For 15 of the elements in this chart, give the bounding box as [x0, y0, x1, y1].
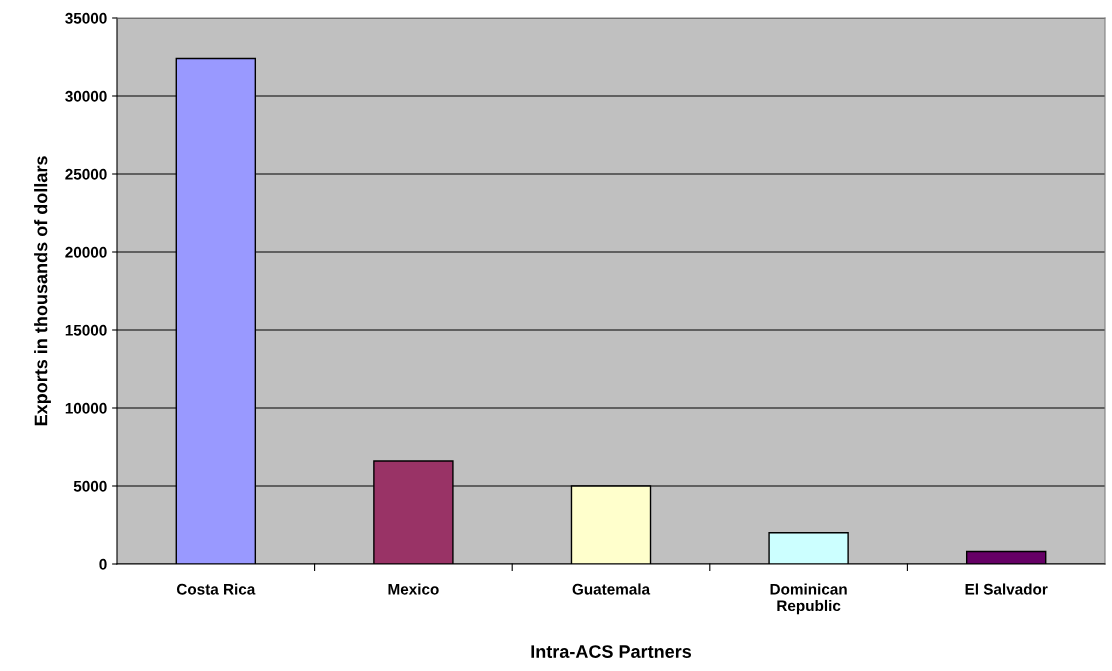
x-tick-label: Guatemala: [572, 583, 651, 595]
x-tick-label: Dominican Republic: [770, 583, 847, 615]
x-tick-label: Mexico: [388, 583, 439, 595]
y-tick-label: 0: [99, 558, 107, 570]
x-tick-label: El Salvador: [965, 583, 1048, 595]
y-tick-label: 5000: [73, 480, 107, 492]
x-tick-label: Costa Rica: [176, 583, 256, 595]
y-tick-label: 20000: [65, 246, 107, 258]
x-axis-title: Intra-ACS Partners: [531, 645, 692, 658]
y-tick-label: 10000: [65, 402, 107, 414]
y-tick-label: 15000: [65, 324, 107, 336]
y-tick-label: 35000: [65, 12, 107, 24]
y-tick-label: 25000: [65, 168, 107, 180]
y-tick-label: 30000: [65, 90, 107, 102]
y-axis-title: Exports in thousands of dollars: [34, 156, 51, 426]
